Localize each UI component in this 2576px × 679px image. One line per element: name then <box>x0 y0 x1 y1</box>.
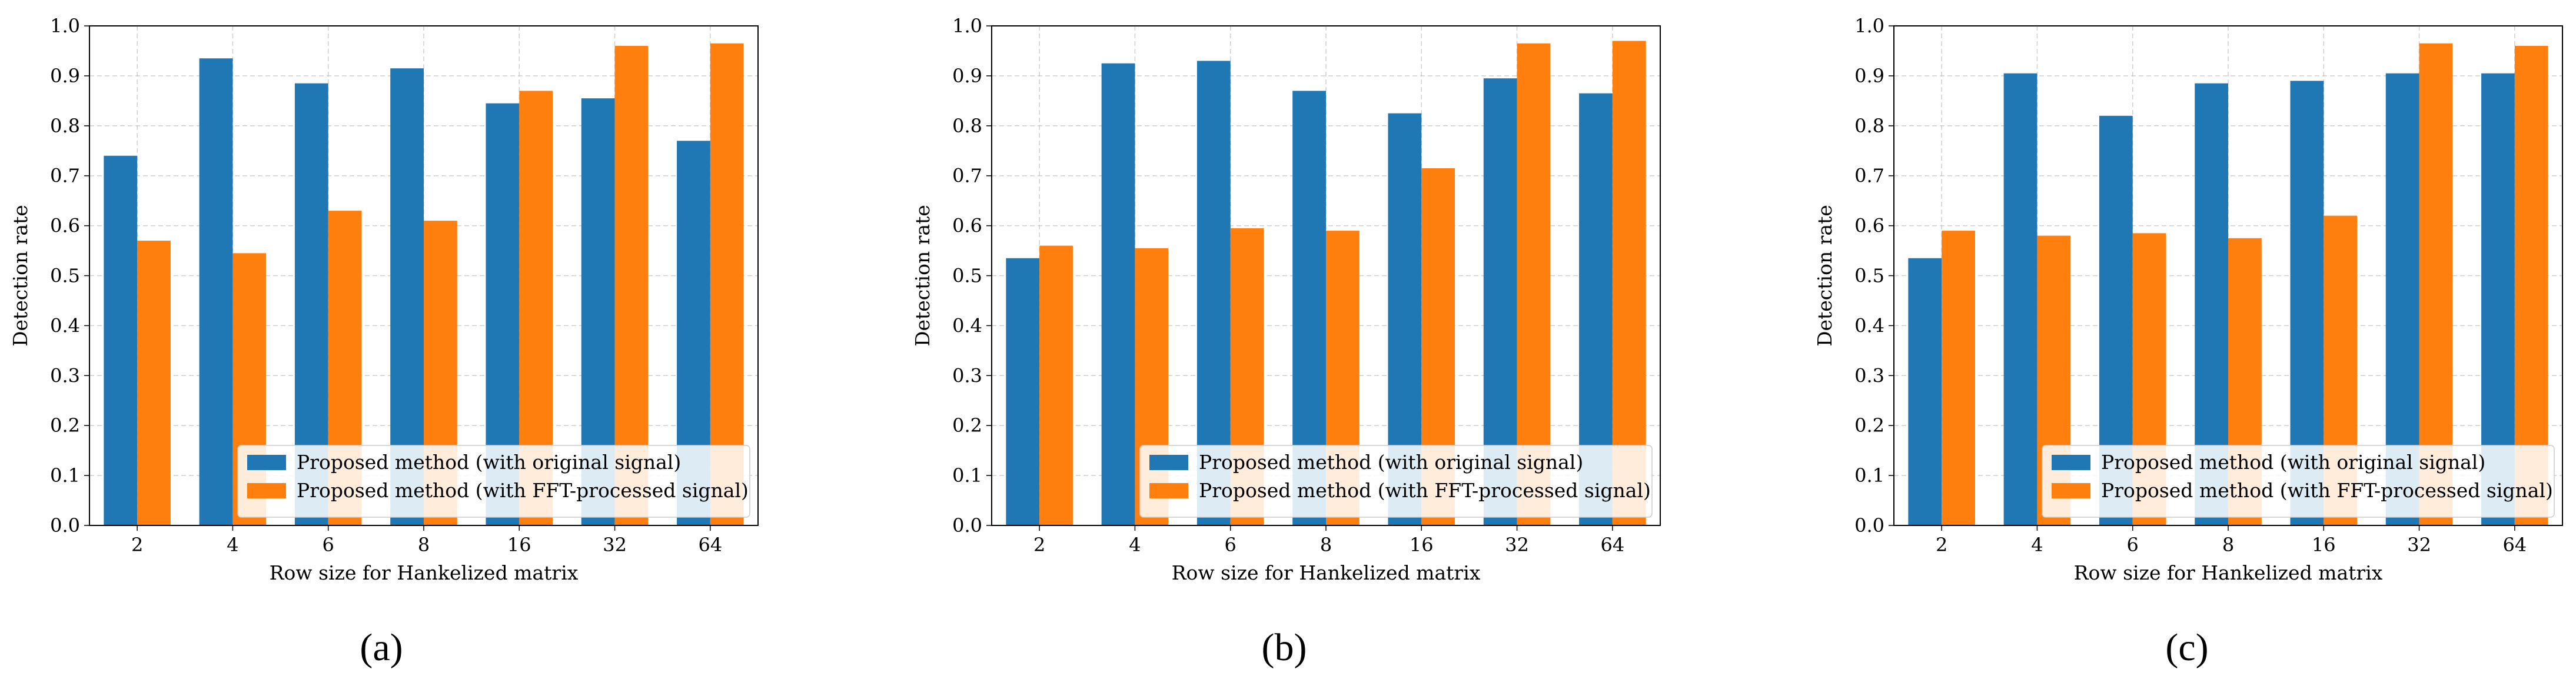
x-tick-label: 8 <box>418 534 430 556</box>
y-tick-label: 0.3 <box>50 364 80 387</box>
y-tick-label: 0.5 <box>50 265 80 287</box>
legend-box <box>1139 445 1653 518</box>
bar-fft-signal <box>1039 245 1073 525</box>
y-tick-label: 0.6 <box>1854 215 1884 237</box>
x-tick-label: 32 <box>2407 534 2431 556</box>
x-tick-label: 64 <box>1600 534 1624 556</box>
bar-original-signal <box>1006 258 1040 525</box>
y-tick-label: 0.7 <box>952 165 982 187</box>
y-tick-label: 0.3 <box>1854 364 1884 387</box>
x-tick-label: 6 <box>2127 534 2139 556</box>
x-tick-label: 8 <box>2222 534 2234 556</box>
chart-panel-c: 0.0 0.1 0.2 0.3 0.4 0.5 0.6 0.7 0.8 0.9 1.0 2 4 6 8 16 3… <box>1813 15 2563 669</box>
legend: Proposed method (with original signal) Pr… <box>237 445 750 518</box>
x-tick-label: 64 <box>698 534 722 556</box>
x-tick-label: 6 <box>323 534 334 556</box>
legend-swatch-original <box>247 455 286 470</box>
y-tick-label: 0.4 <box>1854 314 1884 337</box>
legend-swatch-fft <box>247 483 286 498</box>
x-tick-label: 16 <box>2312 534 2336 556</box>
plot-frame <box>991 25 1661 526</box>
y-tick-label: 0.5 <box>952 265 982 287</box>
plot-frame <box>89 25 759 526</box>
y-tick-label: 0.0 <box>952 514 982 537</box>
x-tick-label: 16 <box>1410 534 1434 556</box>
chart-panel-a: 0.0 0.1 0.2 0.3 0.4 0.5 0.6 0.7 0.8 0.9 1.0 2 4 6 8 16 3… <box>9 15 759 669</box>
panel-caption: (b) <box>1262 626 1307 669</box>
x-tick-label: 2 <box>1033 534 1045 556</box>
bar-original-signal <box>2003 73 2037 525</box>
legend-box <box>237 445 750 518</box>
bar-original-signal <box>1101 63 1135 526</box>
legend-label: Proposed method (with FFT-processed sign… <box>297 479 749 502</box>
legend-box <box>2042 445 2555 518</box>
x-tick-label: 16 <box>507 534 531 556</box>
y-tick-label: 0.0 <box>50 514 80 537</box>
y-tick-label: 0.2 <box>1854 414 1884 437</box>
y-tick-label: 0.6 <box>952 215 982 237</box>
legend-swatch-fft <box>2052 483 2090 498</box>
x-tick-label: 6 <box>1225 534 1237 556</box>
bar-fft-signal <box>1612 41 1646 526</box>
x-tick-label: 32 <box>1505 534 1529 556</box>
y-tick-label: 1.0 <box>1854 15 1884 37</box>
y-tick-label: 0.9 <box>952 65 982 87</box>
panel-caption: (a) <box>360 626 403 669</box>
legend-label: Proposed method (with FFT-processed sign… <box>2101 479 2553 502</box>
y-tick-label: 0.7 <box>50 165 80 187</box>
x-tick-label: 8 <box>1320 534 1332 556</box>
x-tick-label: 2 <box>131 534 143 556</box>
y-tick-label: 0.8 <box>952 115 982 137</box>
y-axis-label: Detection rate <box>911 205 934 347</box>
x-axis-label: Row size for Hankelized matrix <box>270 561 579 584</box>
y-tick-label: 0.0 <box>1854 514 1884 537</box>
chart-panel-b: 0.0 0.1 0.2 0.3 0.4 0.5 0.6 0.7 0.8 0.9 1.0 2 4 6 8 16 3… <box>911 15 1661 669</box>
x-tick-label: 64 <box>2502 534 2527 556</box>
bar-original-signal <box>1908 258 1942 525</box>
legend: Proposed method (with original signal) Pr… <box>2042 445 2555 518</box>
legend: Proposed method (with original signal) Pr… <box>1139 445 1653 518</box>
y-tick-label: 0.5 <box>1854 265 1884 287</box>
legend-label: Proposed method (with original signal) <box>1199 451 1583 474</box>
y-tick-label: 0.2 <box>952 414 982 437</box>
x-tick-label: 4 <box>2031 534 2043 556</box>
panel-caption: (c) <box>2165 626 2208 669</box>
x-tick-label: 2 <box>1936 534 1947 556</box>
y-tick-label: 0.4 <box>952 314 982 337</box>
y-tick-label: 0.3 <box>952 364 982 387</box>
bar-original-signal <box>104 155 138 525</box>
x-tick-label: 4 <box>227 534 238 556</box>
y-tick-label: 0.9 <box>50 65 80 87</box>
y-tick-label: 0.4 <box>50 314 80 337</box>
y-axis-label: Detection rate <box>1813 205 1836 347</box>
y-tick-label: 0.1 <box>50 464 80 487</box>
y-axis-label: Detection rate <box>9 205 32 347</box>
x-axis-label: Row size for Hankelized matrix <box>2074 561 2383 584</box>
legend-label: Proposed method (with original signal) <box>2101 451 2485 474</box>
y-tick-label: 0.6 <box>50 215 80 237</box>
legend-swatch-fft <box>1149 483 1188 498</box>
y-tick-label: 0.2 <box>50 414 80 437</box>
bar-fft-signal <box>137 241 171 525</box>
legend-label: Proposed method (with original signal) <box>297 451 681 474</box>
x-tick-label: 32 <box>603 534 627 556</box>
y-tick-label: 0.1 <box>952 464 982 487</box>
y-tick-label: 0.8 <box>50 115 80 137</box>
y-tick-label: 0.7 <box>1854 165 1884 187</box>
bar-fft-signal <box>1942 231 1975 525</box>
plot-frame <box>1893 25 2563 526</box>
y-tick-label: 0.8 <box>1854 115 1884 137</box>
x-axis-label: Row size for Hankelized matrix <box>1172 561 1481 584</box>
y-tick-label: 1.0 <box>952 15 982 37</box>
y-tick-label: 1.0 <box>50 15 80 37</box>
legend-swatch-original <box>1149 455 1188 470</box>
y-tick-label: 0.1 <box>1854 464 1884 487</box>
y-tick-label: 0.9 <box>1854 65 1884 87</box>
legend-swatch-original <box>2052 455 2090 470</box>
x-tick-label: 4 <box>1129 534 1141 556</box>
bar-original-signal <box>199 58 233 525</box>
legend-label: Proposed method (with FFT-processed sign… <box>1199 479 1651 502</box>
